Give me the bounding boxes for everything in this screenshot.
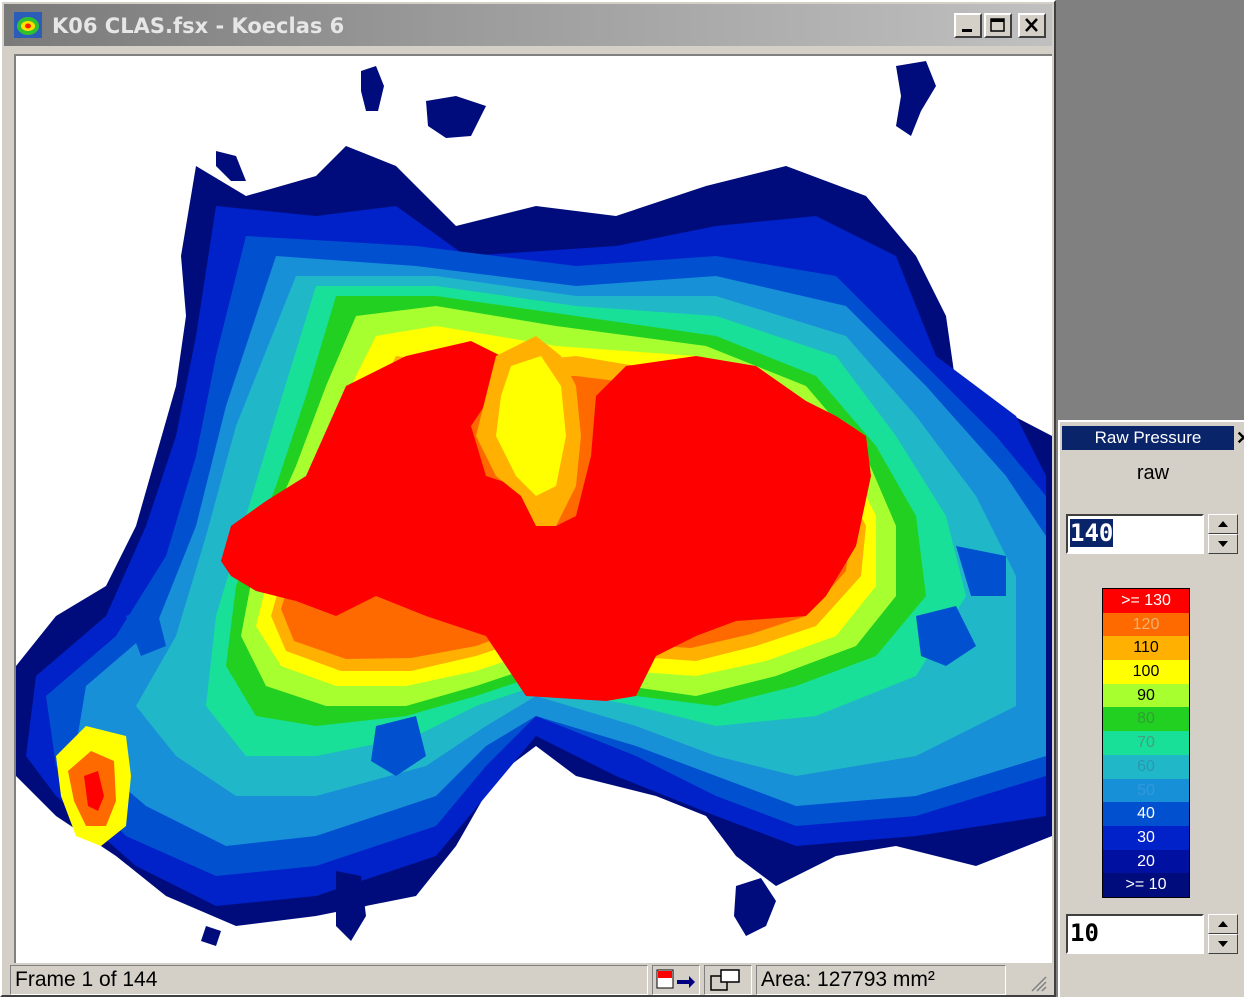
scale-row: >= 130 xyxy=(1103,589,1189,613)
window-tile-button[interactable] xyxy=(704,965,752,995)
close-button[interactable] xyxy=(1018,13,1046,38)
legend-title-bar[interactable]: Raw Pressure xyxy=(1062,426,1234,450)
min-value-up-button[interactable] xyxy=(1208,914,1238,934)
legend-panel: Raw Pressure ✕ raw 140 >= 130 120 110 100 90… xyxy=(1058,420,1244,997)
max-value-input[interactable]: 140 xyxy=(1066,514,1204,554)
status-bar: Frame 1 of 144 Area: 127793 mm² xyxy=(10,965,1048,995)
scale-row: >= 10 xyxy=(1103,873,1189,897)
maximize-button[interactable] xyxy=(984,13,1012,38)
max-value-text: 140 xyxy=(1070,519,1114,547)
maximize-icon xyxy=(990,18,1005,32)
arrow-down-icon xyxy=(1218,941,1228,947)
pressure-map-canvas[interactable] xyxy=(14,54,1052,963)
min-value-down-button[interactable] xyxy=(1208,934,1238,954)
area-readout: Area: 127793 mm² xyxy=(756,965,1006,995)
title-bar[interactable]: K06 CLAS.fsx - Koeclas 6 xyxy=(4,4,1052,46)
legend-close-icon[interactable]: ✕ xyxy=(1236,428,1244,448)
scale-row: 50 xyxy=(1103,778,1189,803)
pressure-map-window: K06 CLAS.fsx - Koeclas 6 xyxy=(0,0,1056,997)
color-tool-button[interactable] xyxy=(652,965,700,995)
scale-row: 70 xyxy=(1103,731,1189,755)
scale-row: 20 xyxy=(1103,849,1189,874)
color-scale-icon xyxy=(656,969,695,989)
minimize-icon xyxy=(962,29,972,32)
window-tile-icon xyxy=(710,969,740,991)
color-scale: >= 130 120 110 100 90 80 70 60 50 40 30 20 >= 10 xyxy=(1102,588,1190,898)
max-value-stepper[interactable] xyxy=(1208,514,1238,554)
scale-row: 40 xyxy=(1103,802,1189,826)
resize-grip-icon[interactable] xyxy=(1028,973,1048,993)
window-title: K06 CLAS.fsx - Koeclas 6 xyxy=(52,14,345,38)
max-value-up-button[interactable] xyxy=(1208,514,1238,534)
scale-row: 120 xyxy=(1103,612,1189,637)
legend-title: Raw Pressure xyxy=(1094,428,1202,447)
min-value-text: 10 xyxy=(1070,919,1099,947)
app-logo-icon[interactable] xyxy=(14,12,42,38)
scale-row: 80 xyxy=(1103,707,1189,732)
min-value-stepper[interactable] xyxy=(1208,914,1238,954)
legend-mode-label: raw xyxy=(1136,462,1170,484)
arrow-down-icon xyxy=(1218,541,1228,547)
close-icon xyxy=(1025,18,1038,32)
scale-row: 60 xyxy=(1103,754,1189,779)
arrow-up-icon xyxy=(1218,521,1228,527)
scale-row: 30 xyxy=(1103,825,1189,850)
frame-counter: Frame 1 of 144 xyxy=(10,965,648,995)
scale-row: 110 xyxy=(1103,636,1189,661)
arrow-up-icon xyxy=(1218,921,1228,927)
pressure-heatmap[interactable] xyxy=(16,56,1052,963)
scale-row: 90 xyxy=(1103,683,1189,708)
minimize-button[interactable] xyxy=(954,13,982,38)
min-value-input[interactable]: 10 xyxy=(1066,914,1204,954)
max-value-down-button[interactable] xyxy=(1208,534,1238,554)
scale-row: 100 xyxy=(1103,660,1189,684)
